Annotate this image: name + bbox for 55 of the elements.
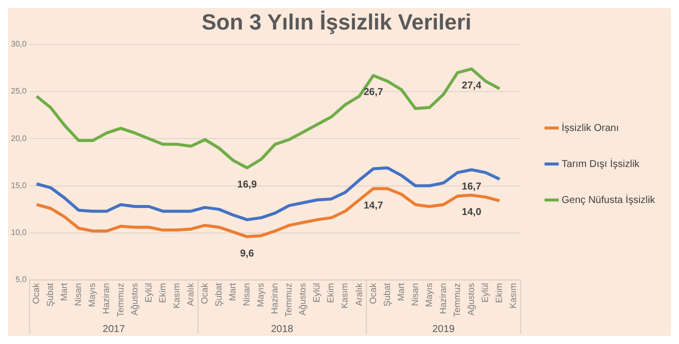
legend-label: Genç Nüfusta İşsizlik xyxy=(562,194,656,206)
x-tick-label: Şubat xyxy=(213,282,224,307)
x-tick-label: Ağustos xyxy=(466,282,476,316)
x-tick-label: Eylül xyxy=(143,282,154,303)
x-tick-label: Nisan xyxy=(73,282,84,306)
data-label: 16,7 xyxy=(462,181,482,192)
y-tick-label: 30,0 xyxy=(10,40,28,49)
x-tick-label: Nisan xyxy=(410,282,420,306)
legend-label: İşsizlik Oranı xyxy=(562,122,619,134)
text: 2018 xyxy=(270,324,294,335)
data-label: 9,6 xyxy=(240,248,254,260)
x-tick-label: Kasım xyxy=(508,282,518,309)
x-tick-label: Aralık xyxy=(354,282,364,306)
x-tick-label: Ekim xyxy=(326,282,336,303)
x-tick-label: Mart xyxy=(59,282,70,301)
x-tick-label: Ocak xyxy=(199,282,210,304)
x-tick-label: Haziran xyxy=(270,282,280,314)
x-tick-label: Ağustos xyxy=(129,282,140,316)
x-tick-label: Haziran xyxy=(438,282,448,314)
x-tick-label: Kasım xyxy=(171,282,182,309)
x-tick-label: Nisan xyxy=(242,282,252,306)
text: 2019 xyxy=(432,324,456,335)
x-tick-label: Şubat xyxy=(45,282,56,307)
data-label: 14,7 xyxy=(364,200,384,212)
x-tick-label: Ekim xyxy=(494,282,504,303)
x-tick-label: Haziran xyxy=(101,282,112,314)
text: 2017 xyxy=(102,324,126,335)
chart-title: Son 3 Yılın İşsizlik Verileri xyxy=(202,9,472,34)
x-tick-label: Eylül xyxy=(312,282,322,303)
data-label: 27,4 xyxy=(462,80,482,92)
x-tick-label: Eylül xyxy=(480,282,490,303)
legend-label: Tarım Dışı İşsizlik xyxy=(562,158,640,170)
x-tick-label: Ocak xyxy=(31,282,42,304)
x-tick-label: Temmuz xyxy=(284,282,294,318)
x-tick-label: Ağustos xyxy=(298,282,308,316)
y-tick-label: 5,0 xyxy=(15,275,28,284)
x-tick-label: Temmuz xyxy=(452,282,462,318)
x-tick-label: Mayıs xyxy=(256,282,266,308)
x-tick-label: Temmuz xyxy=(115,282,126,318)
x-tick-label: Mart xyxy=(396,282,406,301)
data-label: 16,9 xyxy=(237,180,258,191)
x-tick-label: Mayıs xyxy=(424,282,434,308)
y-tick-label: 25,0 xyxy=(10,86,28,96)
y-tick-label: 10,0 xyxy=(10,228,28,238)
x-tick-label: Ocak xyxy=(368,282,378,304)
x-tick-label: Mart xyxy=(227,282,238,301)
x-tick-label: Şubat xyxy=(382,282,392,307)
x-tick-label: Ekim xyxy=(157,282,168,303)
data-label: 26,7 xyxy=(364,87,384,98)
y-tick-label: 15,0 xyxy=(10,180,28,190)
x-tick-label: Kasım xyxy=(340,282,350,309)
y-tick-label: 20,0 xyxy=(10,134,28,143)
x-tick-label: Aralık xyxy=(185,282,196,306)
x-tick-label: Mayıs xyxy=(87,282,98,308)
data-label: 14,0 xyxy=(462,206,482,218)
